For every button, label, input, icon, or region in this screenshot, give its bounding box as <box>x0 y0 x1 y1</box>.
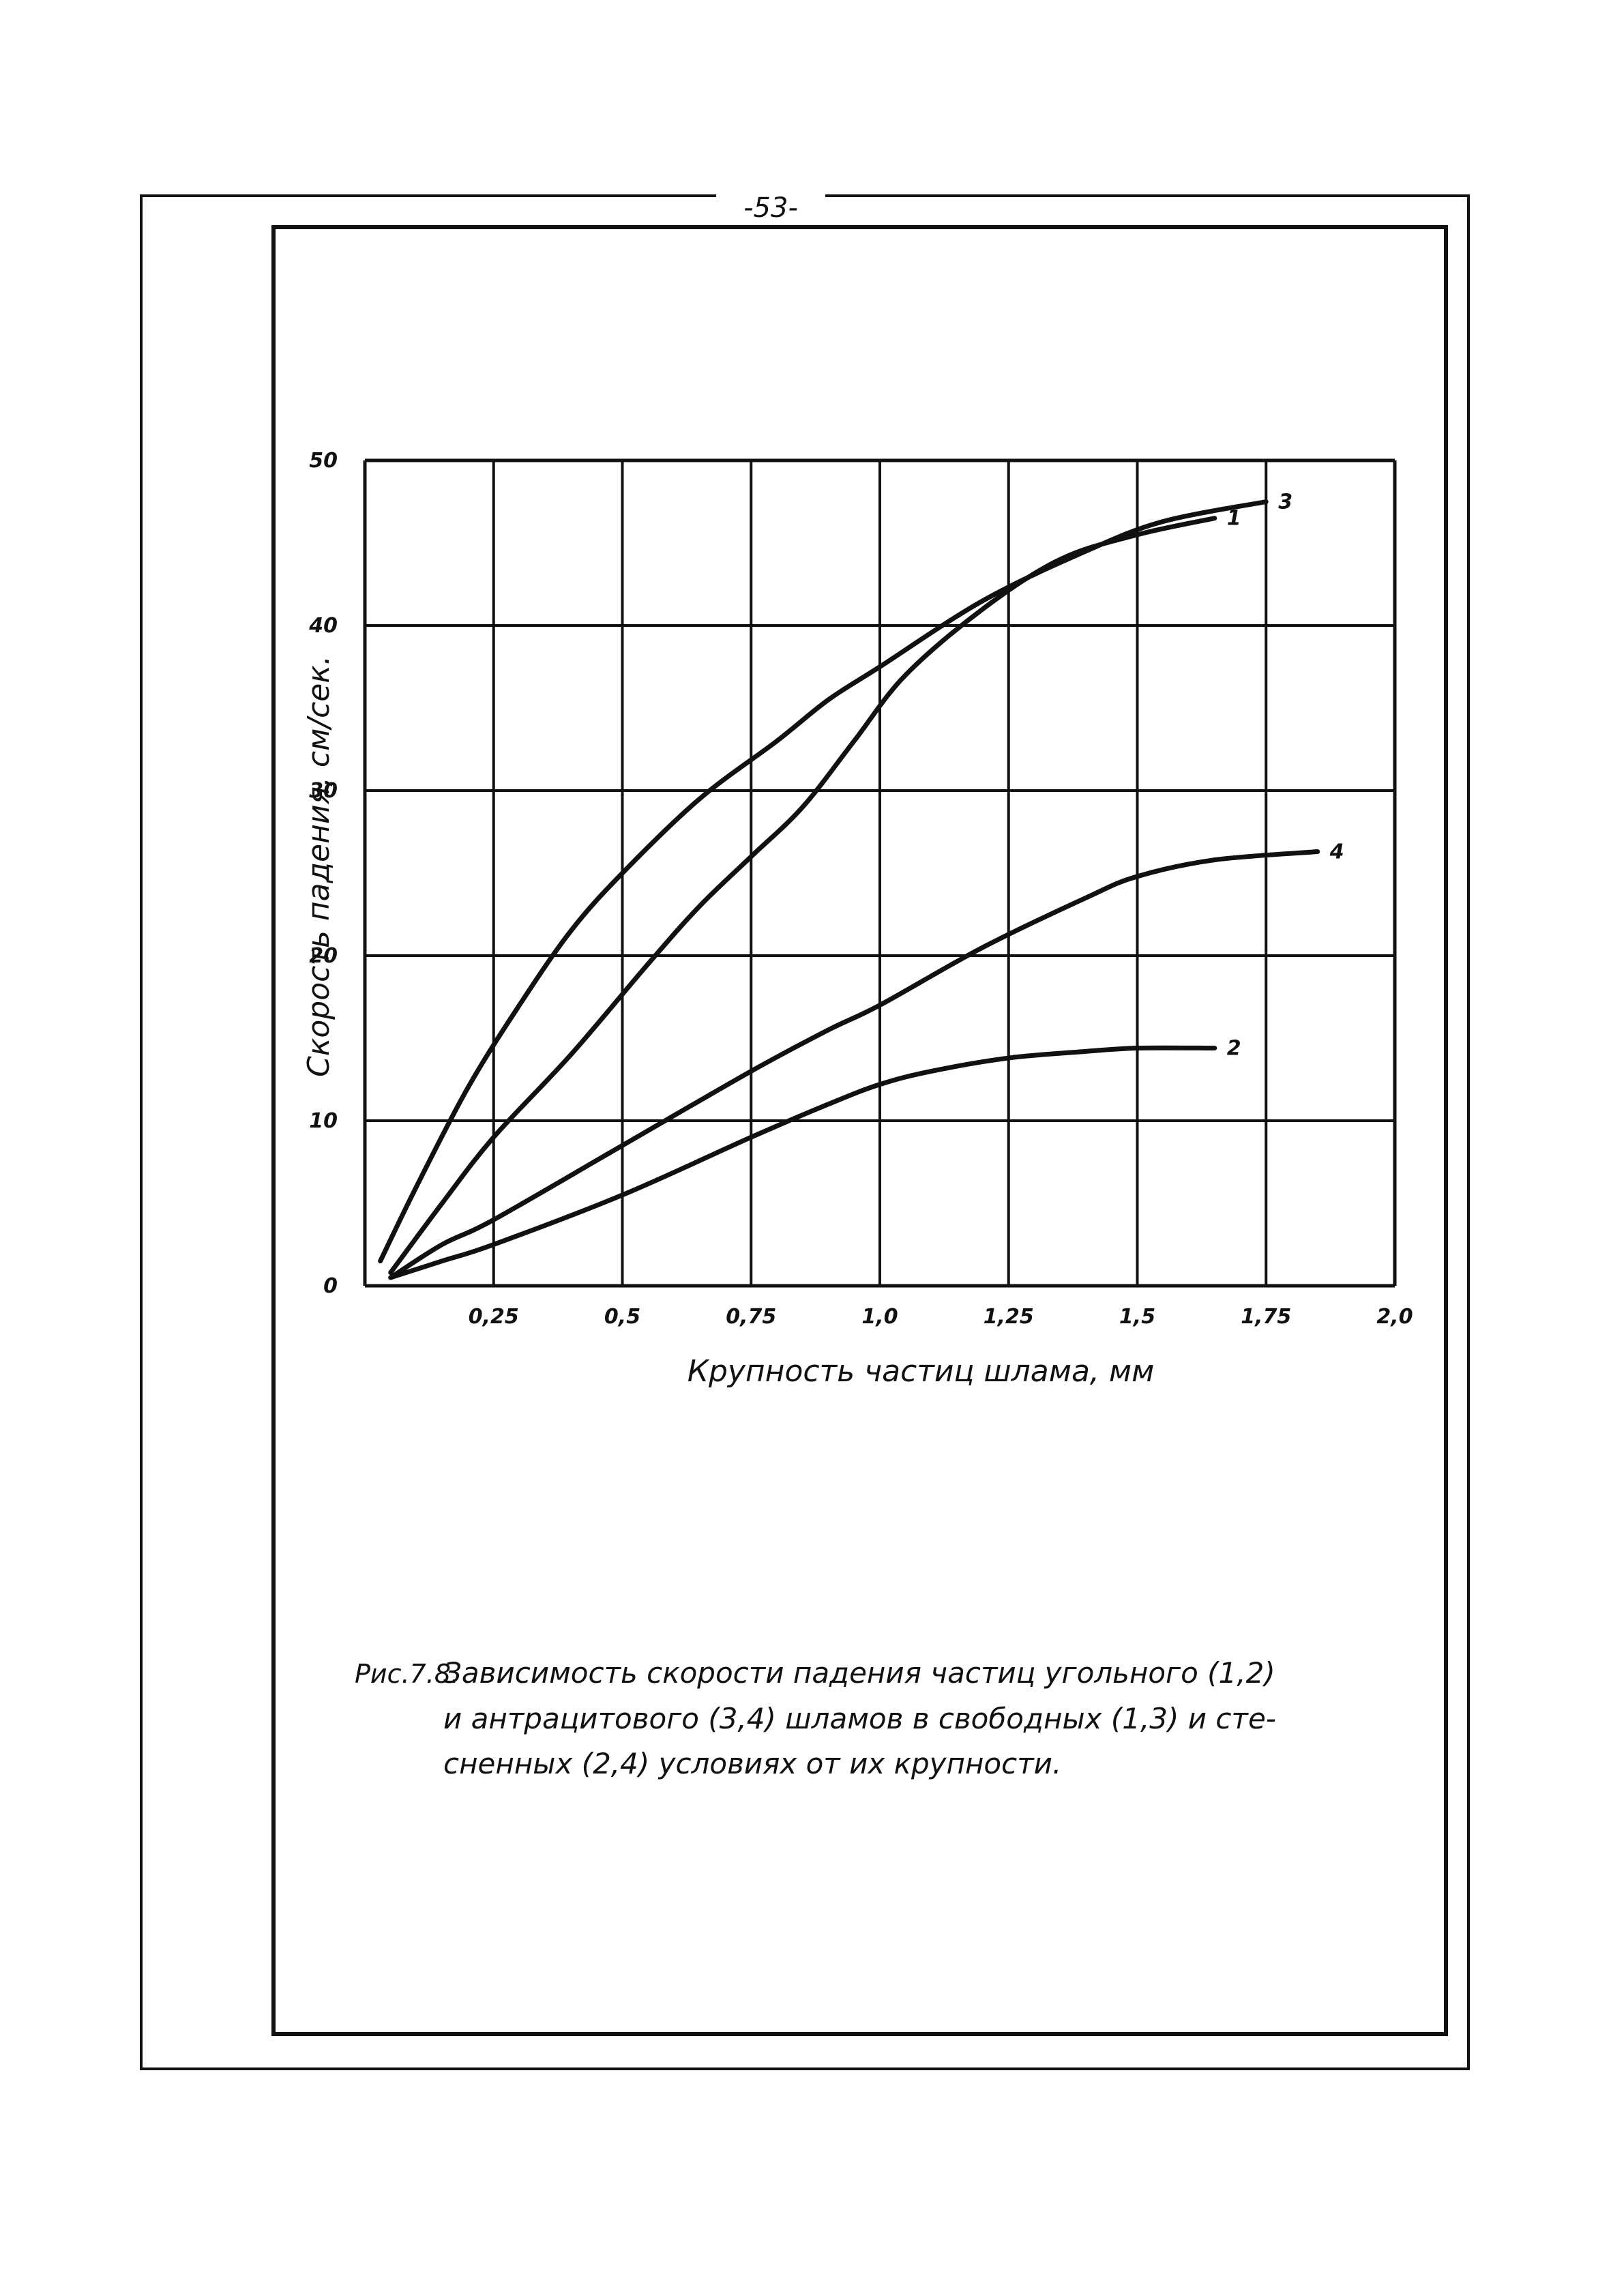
series-label-4: 4 <box>1329 840 1344 864</box>
x-axis-title: Крупность частиц шлама, мм <box>688 1354 1155 1389</box>
caption-prefix: Рис.7.8. <box>355 1659 460 1689</box>
series-line-3 <box>378 499 1269 1264</box>
caption-line-2: и антрацитового (3,4) шламов в свободных… <box>443 1702 1276 1735</box>
figure-caption: Рис.7.8.Зависимость скорости падения час… <box>355 1651 1446 1786</box>
series-line-2 <box>388 1045 1217 1280</box>
x-tick-label: 0,75 <box>726 1305 776 1329</box>
series-label-1: 1 <box>1227 507 1241 531</box>
page-number: -53- <box>716 191 825 225</box>
chart-ticks: 0,25 0,5 0,75 1,0 1,25 1,5 1,75 2,0 0 10 20 30 40 50 <box>308 449 1413 1329</box>
y-tick-label: 20 <box>309 944 338 968</box>
series-line-4 <box>388 849 1320 1280</box>
x-tick-label: 0,5 <box>604 1305 640 1329</box>
inner-page-frame <box>271 225 1448 2036</box>
x-tick-label: 1,0 <box>861 1305 898 1329</box>
chart-grid <box>363 458 1397 1288</box>
caption-text-1: Зависимость скорости падения частиц угол… <box>443 1656 1275 1690</box>
x-tick-label: 2,0 <box>1376 1305 1413 1329</box>
y-tick-label: 50 <box>309 449 338 473</box>
caption-line-1: Рис.7.8.Зависимость скорости падения час… <box>355 1651 1446 1696</box>
y-tick-label: 30 <box>309 779 338 803</box>
x-tick-label: 1,25 <box>984 1305 1034 1329</box>
y-tick-label: 40 <box>308 614 338 638</box>
y-tick-label: 0 <box>323 1274 338 1298</box>
x-tick-label: 0,25 <box>469 1305 519 1329</box>
x-tick-label: 1,5 <box>1119 1305 1155 1329</box>
chart-series: 1 2 3 4 <box>378 490 1344 1280</box>
x-tick-label: 1,75 <box>1241 1305 1291 1329</box>
y-axis-title: Скорость падения, см/сек. <box>301 656 336 1077</box>
series-label-2: 2 <box>1227 1037 1241 1061</box>
caption-line-3: сненных (2,4) условиях от их крупности. <box>443 1747 1062 1780</box>
series-label-3: 3 <box>1278 490 1292 514</box>
y-tick-label: 10 <box>309 1109 338 1133</box>
